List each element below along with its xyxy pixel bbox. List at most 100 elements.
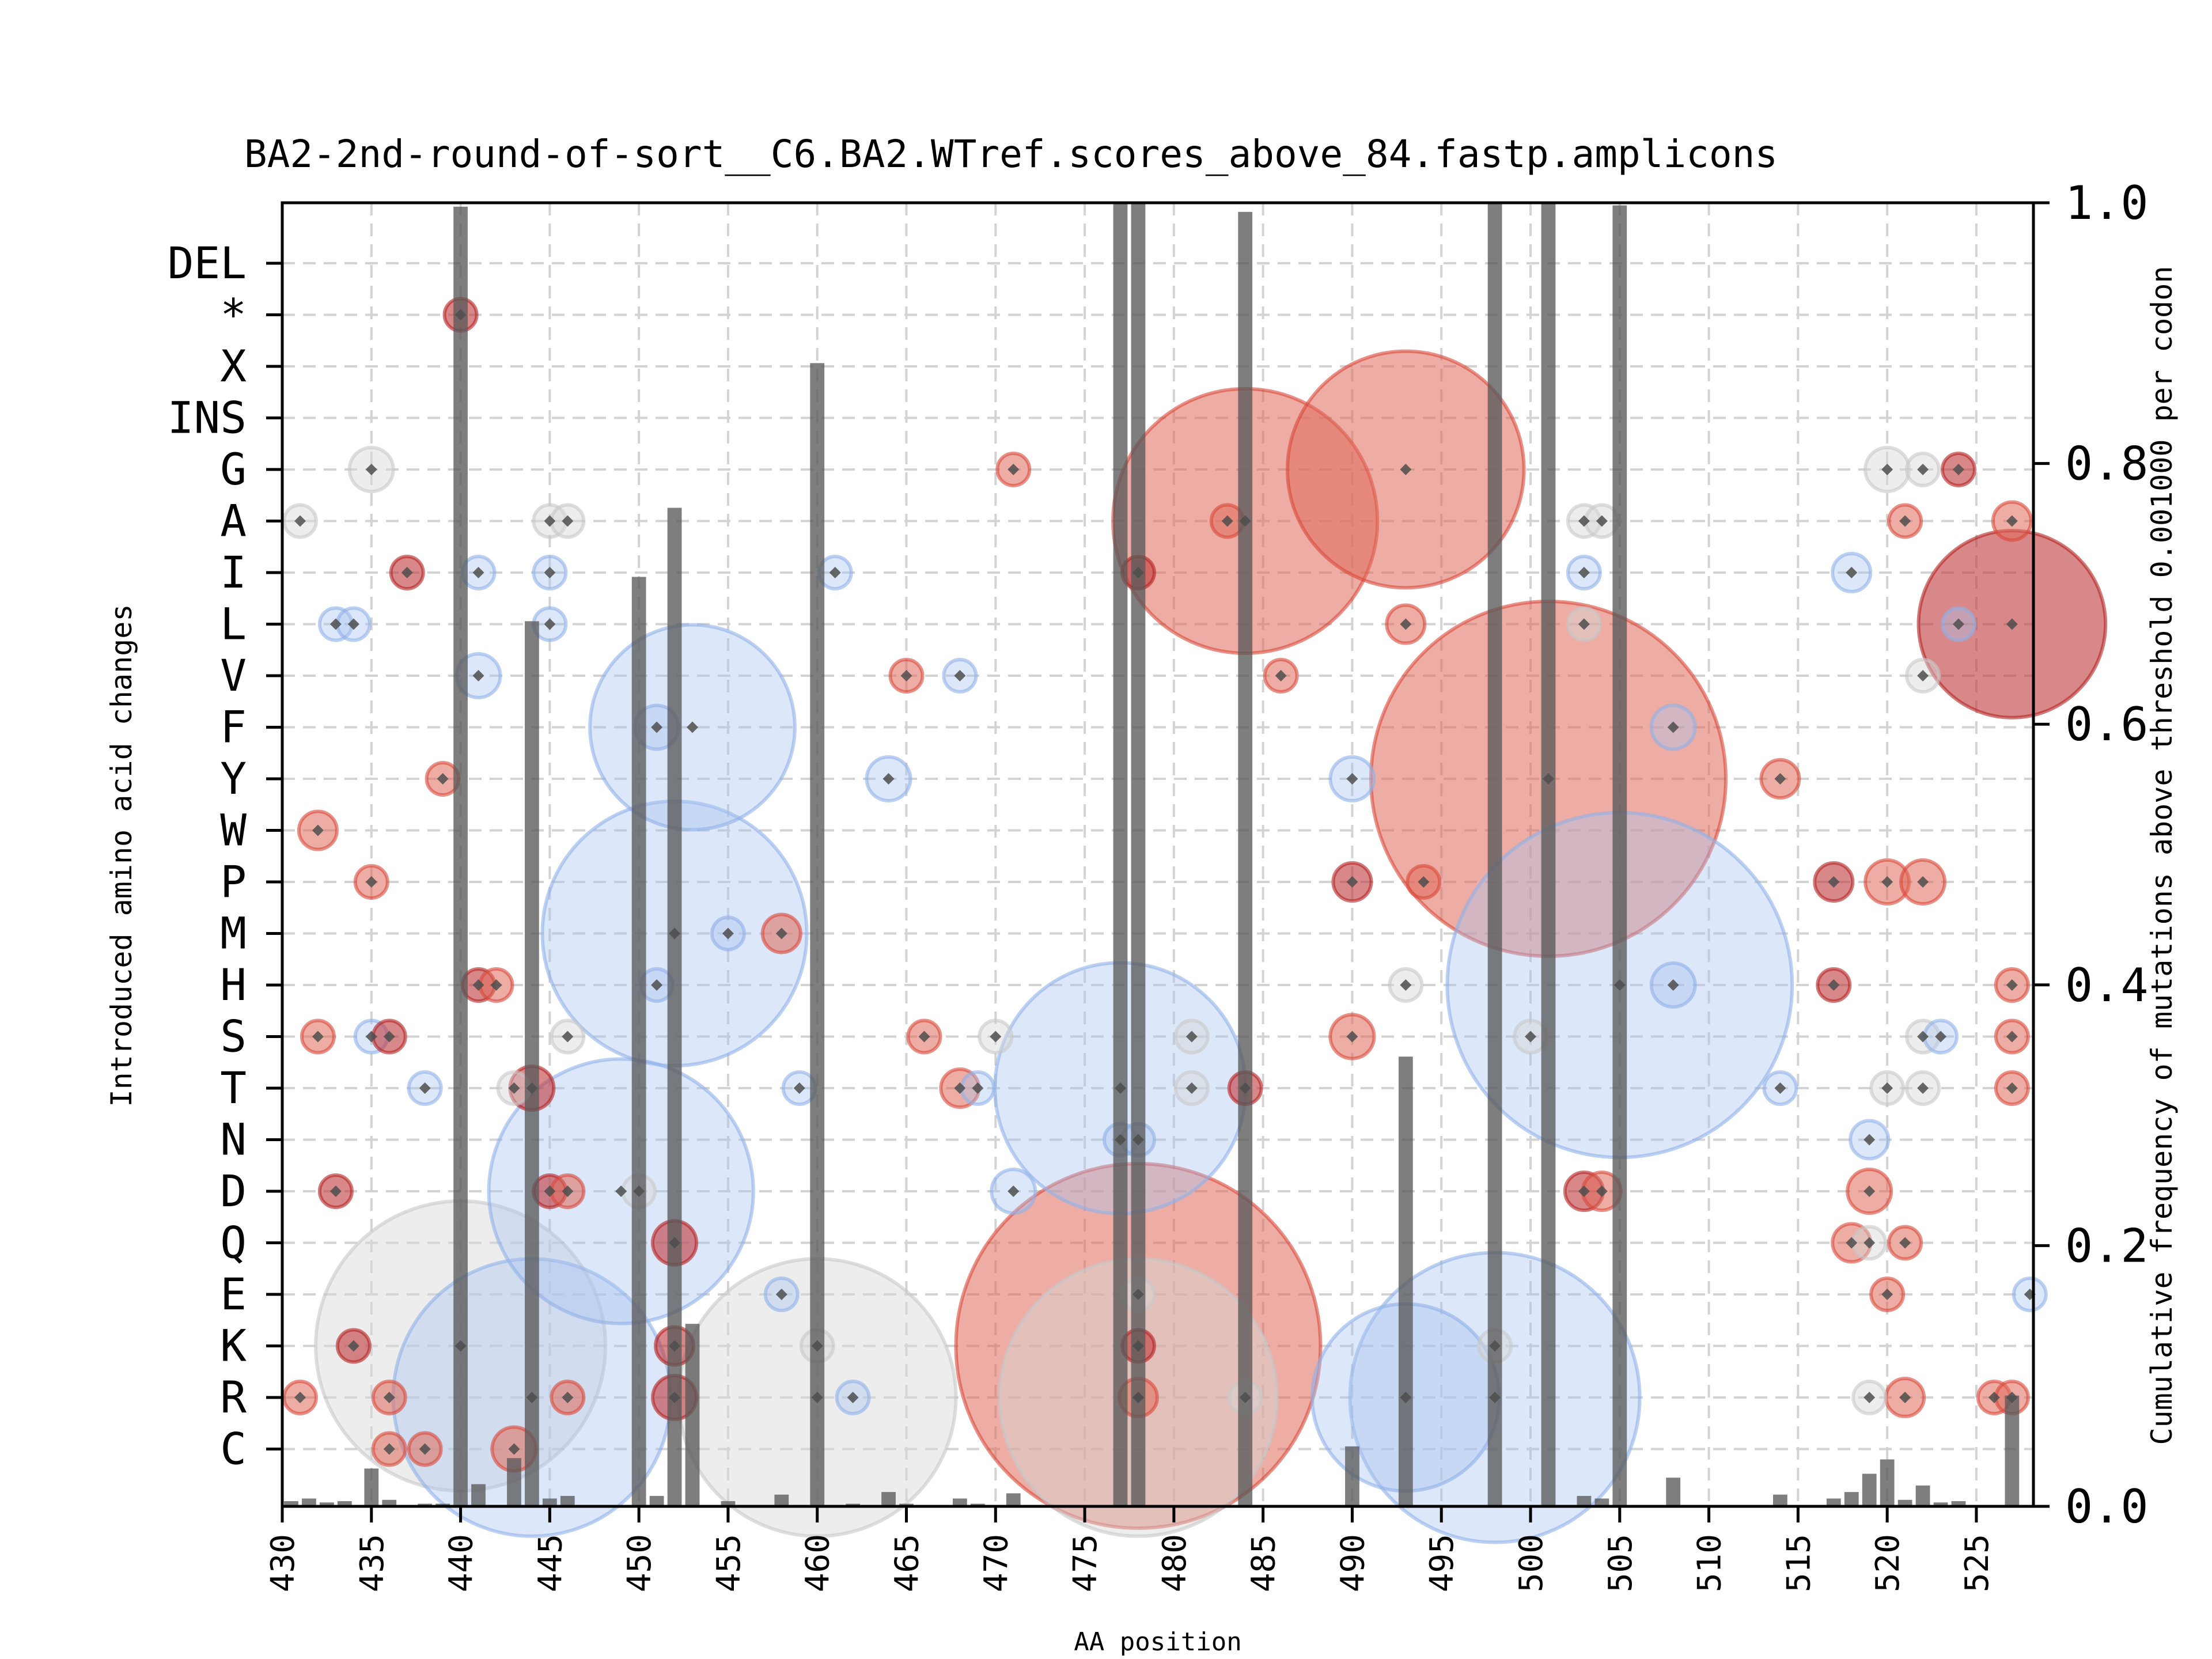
point-marker xyxy=(365,464,377,475)
point-marker xyxy=(1400,979,1412,991)
y-tick-label: T xyxy=(220,1062,247,1113)
point-marker xyxy=(312,824,324,836)
y-tick-label: C xyxy=(220,1423,247,1475)
y-tick-label: E xyxy=(220,1268,247,1320)
y-right-tick-label: 0.0 xyxy=(2065,1480,2149,1533)
point-marker xyxy=(1881,464,1893,475)
frequency-bar xyxy=(453,206,468,1506)
point-marker xyxy=(1542,773,1554,785)
point-marker xyxy=(437,773,449,785)
point-marker xyxy=(1239,1392,1251,1403)
point-marker xyxy=(900,670,912,681)
x-tick-label: 430 xyxy=(264,1534,302,1592)
frequency-bar xyxy=(471,1484,486,1506)
frequency-bar xyxy=(1844,1492,1859,1506)
frequency-bar xyxy=(1933,1502,1948,1506)
y-right-tick-label: 0.2 xyxy=(2065,1219,2149,1272)
point-marker xyxy=(544,618,556,630)
frequency-bar xyxy=(1594,1498,1609,1506)
x-tick-label: 515 xyxy=(1780,1534,1817,1592)
point-marker xyxy=(1400,1392,1412,1403)
y-tick-label: N xyxy=(220,1114,247,1165)
x-tick-label: 480 xyxy=(1156,1534,1194,1592)
point-marker xyxy=(775,1289,787,1300)
y-tick-label: Q xyxy=(220,1217,247,1268)
point-marker xyxy=(562,515,574,527)
frequency-bar xyxy=(952,1498,967,1506)
point-marker xyxy=(1917,876,1929,888)
point-marker xyxy=(1952,618,1964,630)
y-tick-label: V xyxy=(220,650,247,701)
point-marker xyxy=(1132,1289,1144,1300)
frequency-bar xyxy=(1113,203,1128,1506)
point-marker xyxy=(562,1392,574,1403)
point-marker xyxy=(1132,1340,1144,1352)
point-marker xyxy=(1114,1082,1126,1094)
y-tick-label: X xyxy=(220,340,247,392)
point-marker xyxy=(669,1340,681,1352)
point-marker xyxy=(1846,1237,1858,1249)
frequency-bar xyxy=(1006,1493,1021,1506)
point-marker xyxy=(990,1031,1002,1043)
frequency-bar xyxy=(1826,1498,1841,1506)
point-marker xyxy=(1185,1082,1198,1094)
point-marker xyxy=(1578,618,1590,630)
frequency-bar xyxy=(2005,1395,2020,1506)
point-marker xyxy=(1578,1185,1590,1197)
point-marker xyxy=(1489,1340,1501,1352)
x-tick-label: 525 xyxy=(1959,1534,1996,1592)
point-marker xyxy=(2006,979,2018,991)
frequency-bar xyxy=(1487,203,1502,1506)
point-marker xyxy=(1132,567,1144,578)
frequency-bar xyxy=(1880,1459,1895,1506)
frequency-bar xyxy=(1612,205,1627,1507)
y-tick-label: L xyxy=(220,599,247,650)
point-marker xyxy=(1114,1134,1126,1146)
frequency-bar xyxy=(1897,1499,1912,1506)
point-marker xyxy=(633,1185,645,1197)
point-marker xyxy=(1346,876,1358,888)
point-marker xyxy=(1846,567,1858,578)
x-tick-label: 495 xyxy=(1423,1534,1461,1592)
point-marker xyxy=(1917,1031,1929,1043)
frequency-bar xyxy=(284,1501,298,1506)
frequency-bar xyxy=(631,577,646,1507)
point-marker xyxy=(294,1392,306,1403)
x-tick-label: 505 xyxy=(1602,1534,1639,1592)
point-marker xyxy=(1239,515,1251,527)
point-marker xyxy=(1899,515,1911,527)
frequency-bar xyxy=(1951,1501,1966,1506)
y-tick-label: F xyxy=(220,702,247,753)
frequency-bar xyxy=(1915,1485,1930,1506)
point-marker xyxy=(1667,979,1679,991)
frequency-bar xyxy=(1577,1495,1592,1506)
frequency-bar xyxy=(525,621,539,1506)
x-tick-label: 520 xyxy=(1869,1534,1907,1592)
point-marker xyxy=(954,670,966,681)
point-marker xyxy=(472,670,484,681)
point-marker xyxy=(1239,1082,1251,1094)
point-marker xyxy=(2006,618,2018,630)
point-marker xyxy=(2006,515,2018,527)
point-marker xyxy=(1917,1082,1929,1094)
point-marker xyxy=(1275,670,1287,681)
frequency-bar xyxy=(649,1495,664,1506)
point-marker xyxy=(1917,464,1929,475)
point-marker xyxy=(1899,1237,1911,1249)
point-marker xyxy=(1917,670,1929,681)
point-marker xyxy=(1489,1392,1501,1403)
point-marker xyxy=(1828,979,1840,991)
point-marker xyxy=(401,567,413,578)
point-marker xyxy=(329,618,342,630)
point-marker xyxy=(615,1185,627,1197)
frequency-bar xyxy=(507,1458,521,1506)
point-marker xyxy=(383,1443,395,1455)
frequency-bar xyxy=(382,1499,397,1506)
y-tick-label: K xyxy=(220,1320,247,1372)
point-marker xyxy=(847,1392,859,1403)
x-tick-label: 485 xyxy=(1245,1534,1283,1592)
point-marker xyxy=(347,1340,359,1352)
point-marker xyxy=(472,979,484,991)
frequency-bar xyxy=(1398,1056,1413,1506)
